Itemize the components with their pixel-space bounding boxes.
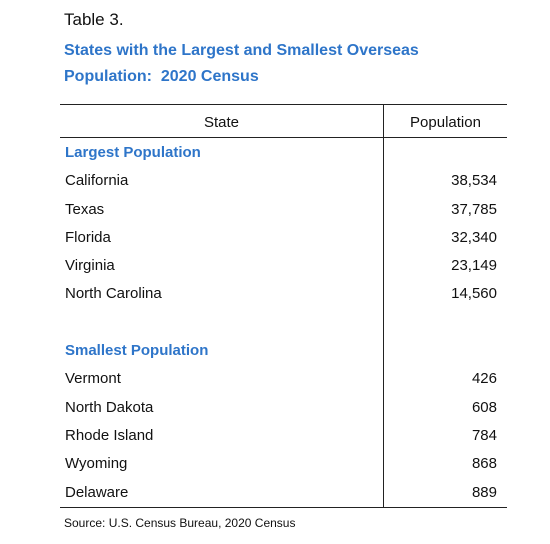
population-cell: 14,560 [451,285,497,303]
table-row: Florida 32,340 [60,224,507,252]
population-cell: 889 [471,483,497,501]
section-heading: Smallest Population [65,342,209,360]
table-body: Largest Population California 38,534 Texas 3… [60,139,507,507]
table-title: Population: 2020 Census [64,68,259,85]
column-divider [383,105,384,507]
population-cell: 784 [471,426,497,444]
source-note: Source: U.S. Census Bureau, 2020 Census [64,516,296,530]
population-cell: 608 [471,398,497,416]
state-cell: Vermont [65,370,121,388]
table: State Population Largest Population Calif… [60,104,507,508]
population-cell: 23,149 [451,257,497,275]
state-cell: Virginia [65,257,115,275]
population-cell: 37,785 [451,200,497,218]
state-cell: Florida [65,228,111,246]
population-cell: 426 [471,370,497,388]
state-cell: Wyoming [65,455,128,473]
section-heading: Largest Population [65,144,201,161]
table-header: State Population [60,105,507,138]
table-row: Virginia 23,149 [60,252,507,280]
state-cell: California [65,172,129,190]
table-row: Rhode Island 784 [60,422,507,450]
table-row: Wyoming 868 [60,450,507,478]
state-cell: North Carolina [65,285,162,303]
table-label: Table 3. [64,10,124,29]
section-row: Smallest Population [60,337,507,365]
population-cell: 868 [471,455,497,473]
state-cell: North Dakota [65,398,154,416]
state-cell: Delaware [65,483,129,501]
table-row: North Dakota 608 [60,394,507,422]
spacer-row [60,309,507,337]
section-row: Largest Population [60,139,507,167]
table-row: North Carolina 14,560 [60,280,507,308]
table-row: California 38,534 [60,167,507,195]
table-row: Texas 37,785 [60,196,507,224]
column-header: State [203,114,240,131]
column-header: Population [410,114,481,131]
table-row: Delaware 889 [60,479,507,507]
population-cell: 32,340 [451,228,497,246]
table-title: States with the Largest and Smallest Ove… [64,42,419,59]
population-cell: 38,534 [451,172,497,190]
table-row: Vermont 426 [60,365,507,393]
state-cell: Texas [65,200,105,218]
state-cell: Rhode Island [65,426,154,444]
